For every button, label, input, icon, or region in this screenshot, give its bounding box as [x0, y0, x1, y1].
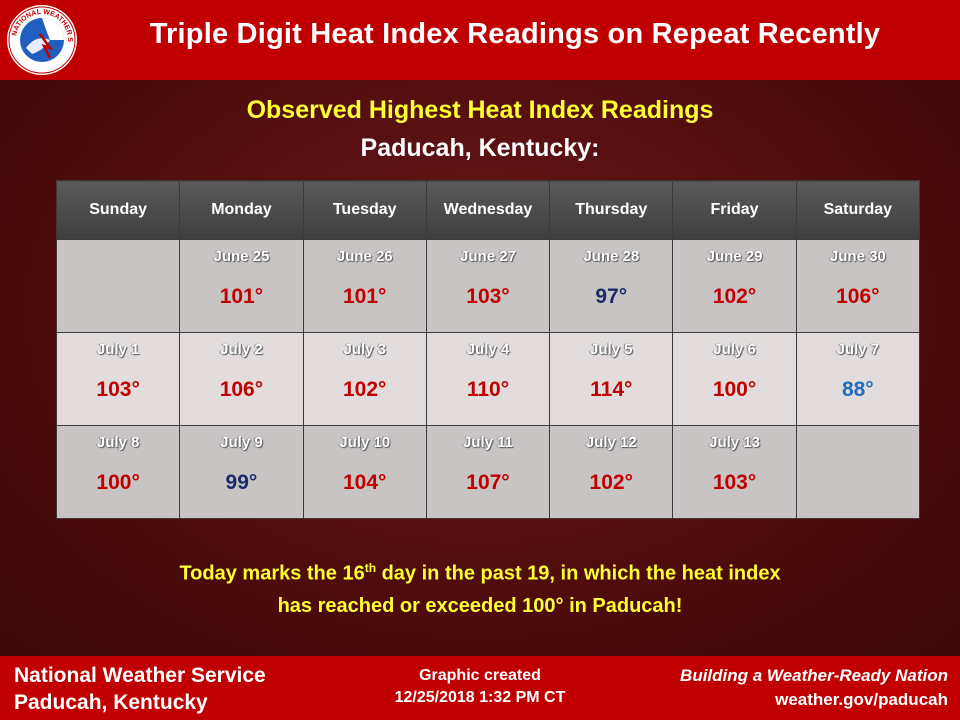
note-line1: Today marks the 16th day in the past 19,… [60, 552, 900, 590]
cell-date: July 4 [466, 341, 510, 358]
header-bar: NATIONAL WEATHER SERVICE Triple Digit He… [0, 0, 960, 80]
footer-bar: National Weather Service Paducah, Kentuc… [0, 656, 960, 720]
cell-date: July 9 [220, 434, 263, 451]
day-header: Tuesday [302, 180, 427, 240]
cell-date: July 6 [713, 341, 756, 358]
cell-temp: 101° [342, 285, 387, 308]
day-cell: July 12 102° [549, 425, 674, 519]
cell-temp: 104° [342, 471, 387, 494]
cell-date: June 26 [336, 248, 393, 265]
cell-date: July 10 [339, 434, 391, 451]
day-cell: July 3 102° [302, 332, 427, 426]
created-label: Graphic created [419, 667, 541, 684]
day-cell: July 10 104° [302, 425, 427, 519]
cell-temp: 100° [712, 378, 757, 401]
footer-branding: Building a Weather-Ready Nation weather.… [680, 664, 948, 712]
nws-logo-icon: NATIONAL WEATHER SERVICE [6, 4, 77, 75]
cell-temp: 100° [96, 471, 140, 494]
subtitle-location: Paducah, Kentucky: [360, 134, 600, 162]
day-cell: July 11 107° [425, 425, 551, 519]
cell-date: June 25 [213, 248, 270, 265]
day-cell [795, 425, 921, 519]
cell-temp: 102° [342, 378, 387, 401]
cell-date: June 27 [460, 248, 516, 265]
footer-tagline: Building a Weather-Ready Nation [680, 666, 948, 685]
week-row: June 25 101° June 26 101° June 27 103° June… [55, 239, 921, 333]
day-cell: July 5 114° [549, 332, 674, 426]
heat-streak-note: Today marks the 16th day in the past 19,… [60, 552, 900, 622]
day-cell: July 4 110° [425, 332, 551, 426]
cell-temp: 103° [712, 471, 757, 494]
day-cell: June 27 103° [425, 239, 551, 333]
cell-temp: 97° [595, 285, 628, 308]
day-cell: June 28 97° [549, 239, 674, 333]
cell-date: July 5 [590, 341, 633, 358]
footer-office: National Weather Service Paducah, Kentuc… [14, 662, 266, 716]
created-date: 12/25/2018 1:32 PM CT [394, 689, 566, 706]
cell-date: July 1 [96, 341, 140, 358]
day-cell: July 9 99° [179, 425, 304, 519]
heat-index-calendar: Sunday Monday Tuesday Wednesday Thursday… [55, 180, 921, 519]
note-text: Today marks the 16 [179, 562, 365, 585]
day-cell: July 2 106° [179, 332, 304, 426]
cell-date: July 3 [343, 341, 386, 358]
note-ordinal: th [364, 561, 377, 575]
day-header: Thursday [549, 180, 674, 240]
cell-date: July 13 [709, 434, 760, 451]
cell-temp: 101° [219, 285, 264, 308]
cell-date: July 8 [96, 434, 140, 451]
day-header: Saturday [795, 180, 921, 240]
cell-temp: 99° [225, 471, 258, 494]
cell-temp: 106° [836, 285, 880, 308]
cell-temp: 106° [219, 378, 264, 401]
cell-date: June 29 [706, 248, 763, 265]
footer-org-name: National Weather Service [14, 664, 266, 687]
note-line2: has reached or exceeded 100° in Paducah! [277, 594, 683, 617]
cell-temp: 107° [466, 471, 510, 494]
day-cell: June 30 106° [795, 239, 921, 333]
day-cell: June 25 101° [179, 239, 304, 333]
day-header: Sunday [55, 180, 181, 240]
day-header: Wednesday [425, 180, 551, 240]
cell-temp: 110° [466, 378, 510, 401]
cell-date: July 2 [220, 341, 263, 358]
footer-website-link[interactable]: weather.gov/paducah [775, 690, 948, 709]
day-header: Friday [672, 180, 797, 240]
cell-date: July 7 [836, 341, 880, 358]
cell-date: June 30 [829, 248, 886, 265]
day-cell: July 6 100° [672, 332, 797, 426]
subtitle-line1: Observed Highest Heat Index Readings [246, 96, 714, 124]
day-cell: July 7 88° [795, 332, 921, 426]
cell-date: July 12 [585, 434, 637, 451]
day-cell: July 8 100° [55, 425, 181, 519]
day-cell [55, 239, 181, 333]
day-cell: June 29 102° [672, 239, 797, 333]
cell-temp: 114° [590, 378, 633, 401]
cell-temp: 102° [712, 285, 757, 308]
cell-temp: 102° [589, 471, 633, 494]
cell-temp: 103° [466, 285, 510, 308]
day-cell: July 1 103° [55, 332, 181, 426]
day-cell: July 13 103° [672, 425, 797, 519]
note-text: day in the past 19, in which the heat in… [376, 562, 781, 585]
cell-date: June 28 [583, 248, 640, 265]
day-header-row: Sunday Monday Tuesday Wednesday Thursday… [55, 180, 921, 240]
footer-created: Graphic created 12/25/2018 1:32 PM CT [380, 665, 580, 709]
page-title: Triple Digit Heat Index Readings on Repe… [149, 18, 881, 50]
day-header: Monday [179, 180, 304, 240]
cell-temp: 103° [96, 378, 140, 401]
day-cell: June 26 101° [302, 239, 427, 333]
week-row: July 8 100° July 9 99° July 10 104° July 11… [55, 425, 921, 519]
cell-temp: 88° [841, 378, 874, 401]
week-row: July 1 103° July 2 106° July 3 102° July 4 1… [55, 332, 921, 426]
footer-office-location: Paducah, Kentucky [14, 691, 208, 714]
cell-date: July 11 [462, 434, 513, 451]
